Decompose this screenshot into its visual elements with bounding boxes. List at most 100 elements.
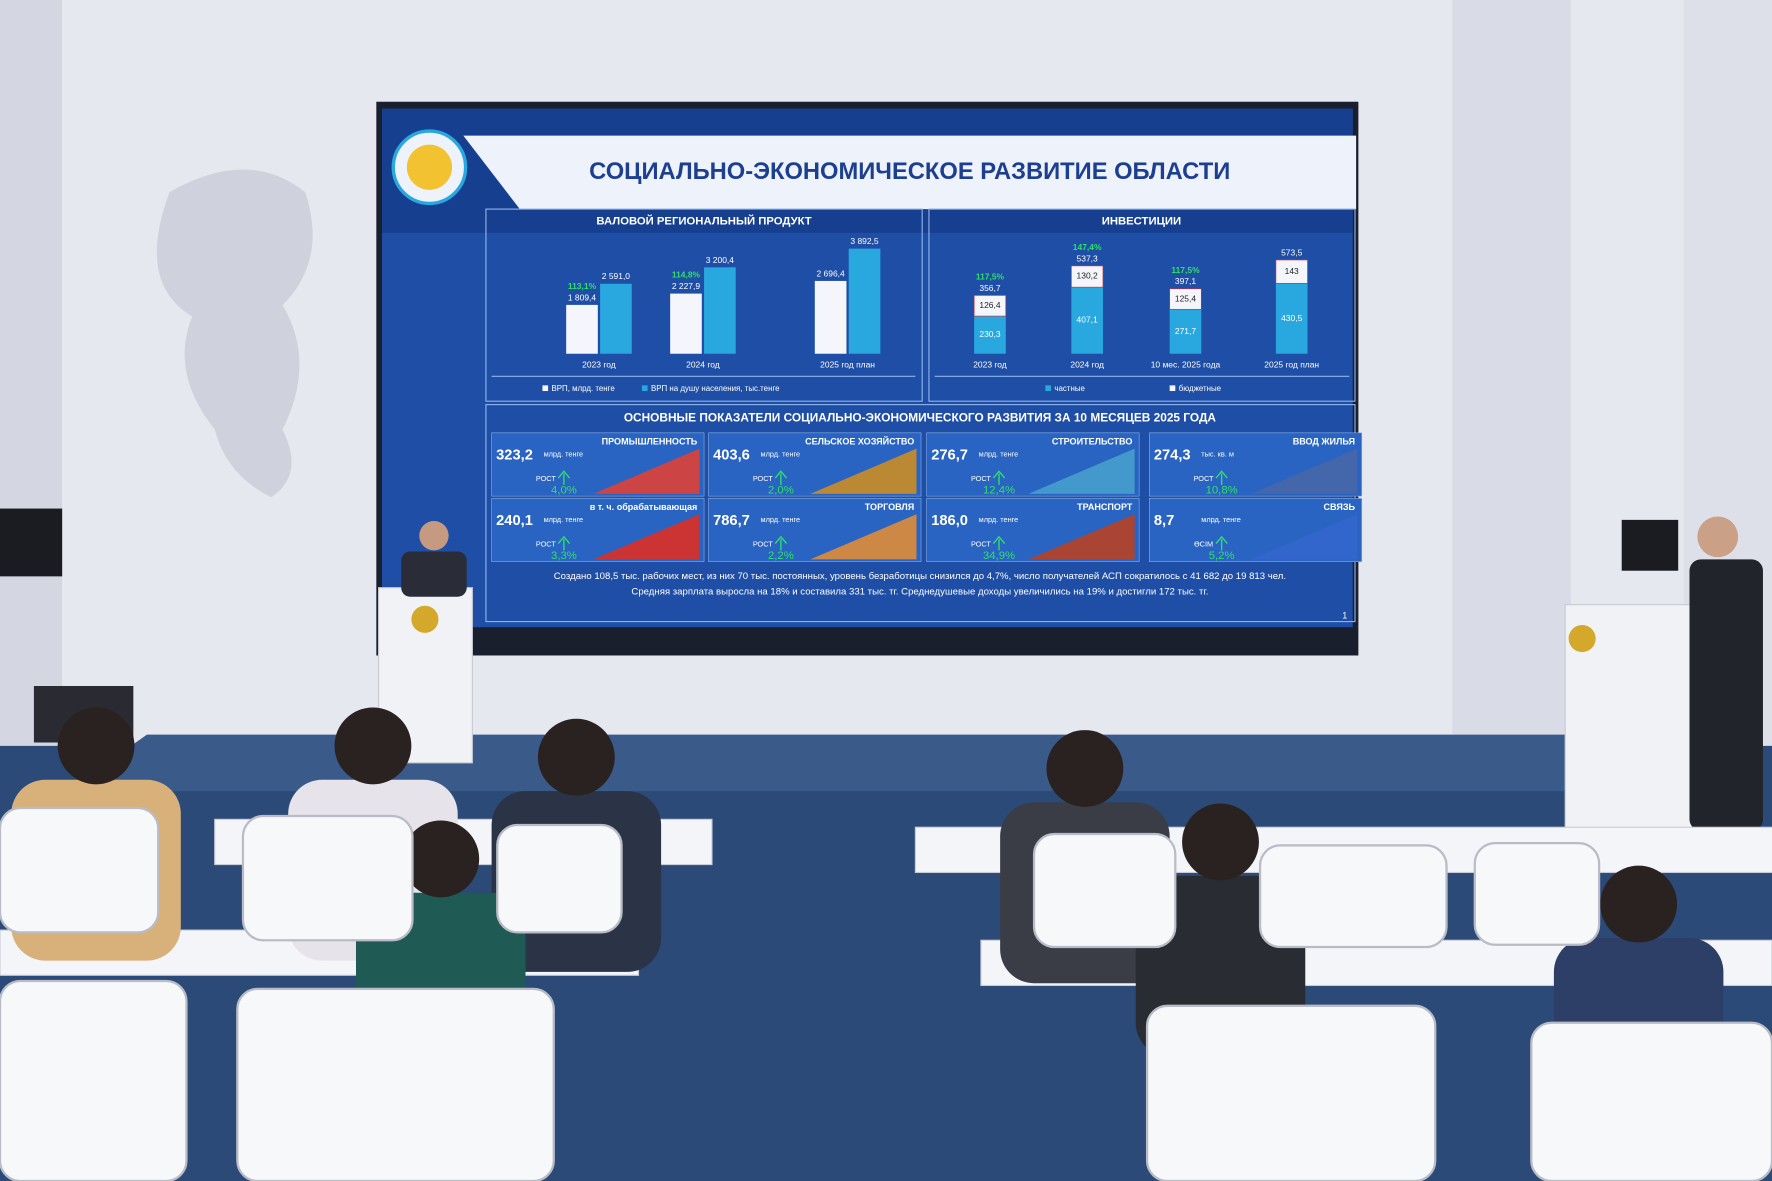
bar-segment — [1071, 287, 1103, 354]
value-label: 3 200,4 — [706, 255, 735, 265]
card-value: 323,2 — [496, 447, 533, 463]
growth-caption: РОСТ — [971, 474, 991, 483]
bar — [600, 283, 632, 354]
ornament-column — [1452, 0, 1571, 735]
card-unit: млрд. тенге — [979, 449, 1019, 458]
panel — [928, 208, 1356, 402]
panel-title: ОСНОВНЫЕ ПОКАЗАТЕЛИ СОЦИАЛЬНО-ЭКОНОМИЧЕС… — [624, 410, 1217, 424]
footer-line: Средняя зарплата выросла на 18% и состав… — [631, 587, 1208, 598]
card-label: ВВОД ЖИЛЬЯ — [1293, 436, 1355, 446]
growth-arrow — [1215, 470, 1228, 485]
legend-swatch — [641, 385, 648, 392]
value-label: 126,4 — [979, 300, 1000, 310]
value-label: 125,4 — [1175, 293, 1196, 303]
podium-emblem — [411, 605, 439, 633]
card-value: 186,0 — [931, 513, 968, 529]
growth-label: 117,5% — [1171, 265, 1200, 275]
x-tick-label: 2023 год — [582, 359, 616, 369]
room — [0, 508, 1772, 1181]
bar-segment — [974, 316, 1006, 354]
value-label: 271,7 — [1175, 326, 1196, 336]
legend-label: ВРП на душу населения, тыс.тенге — [651, 384, 780, 393]
growth-caption: РОСТ — [753, 540, 773, 549]
person-head — [57, 707, 135, 785]
chair — [241, 814, 414, 942]
person-head — [1046, 730, 1124, 807]
growth-value: 2,2% — [768, 550, 794, 562]
card-value: 240,1 — [496, 513, 533, 529]
title-band — [463, 135, 1357, 210]
bar-segment — [1070, 265, 1104, 288]
bar-segment — [1275, 283, 1308, 354]
x-tick-label: 10 мес. 2025 года — [1151, 359, 1221, 369]
growth-value: 2,0% — [768, 484, 794, 496]
growth-caption: РОСТ — [971, 540, 991, 549]
growth-arrow — [992, 470, 1006, 485]
bar — [814, 280, 847, 354]
bar — [848, 248, 881, 354]
total-label: 537,3 — [1077, 253, 1098, 263]
bar-segment — [1169, 288, 1202, 310]
growth-arrow — [557, 535, 571, 551]
growth-value: 10,8% — [1206, 484, 1238, 496]
card-value: 786,7 — [713, 513, 750, 529]
card-label: ТОРГОВЛЯ — [865, 502, 915, 512]
card-unit: млрд. тенге — [544, 449, 584, 458]
camera — [1621, 519, 1679, 571]
growth-label: 117,5% — [976, 272, 1005, 282]
total-label: 573,5 — [1281, 247, 1302, 257]
value-label: 130,2 — [1077, 271, 1098, 281]
chair — [1473, 841, 1601, 946]
person-head — [402, 820, 480, 898]
bar — [670, 293, 702, 354]
card-label: ТРАНСПОРТ — [1077, 502, 1133, 512]
growth-label: 147,4% — [1073, 242, 1102, 252]
chair — [0, 806, 160, 934]
value-label: 3 892,5 — [850, 236, 879, 246]
card-label: ПРОМЫШЛЕННОСТЬ — [602, 436, 698, 446]
card-value: 274,3 — [1154, 447, 1191, 463]
total-label: 356,7 — [979, 283, 1000, 293]
card-unit: млрд. тенге — [979, 515, 1019, 524]
card-unit: млрд. тенге — [544, 515, 584, 524]
growth-value: 5,2% — [1209, 550, 1235, 562]
growth-caption: РОСТ — [536, 540, 556, 549]
card-label: СЕЛЬСКОЕ ХОЗЯЙСТВО — [805, 435, 914, 446]
growth-caption: РОСТ — [753, 474, 773, 483]
person-head — [537, 718, 615, 796]
head — [1697, 516, 1739, 558]
growth-label: 113,1% — [568, 281, 597, 291]
chair — [236, 987, 555, 1181]
stage — [67, 734, 1583, 792]
legend-swatch — [1169, 385, 1176, 392]
growth-caption: ӨСІМ — [1194, 540, 1213, 549]
bar — [704, 267, 736, 354]
head — [419, 520, 449, 551]
value-label: 407,1 — [1077, 315, 1098, 325]
emblem-inner — [406, 144, 453, 190]
total-label: 397,1 — [1175, 276, 1196, 286]
x-tick-label: 2024 год — [1070, 359, 1104, 369]
value-label: 430,5 — [1281, 313, 1302, 323]
chair — [1032, 832, 1177, 949]
card-label: СВЯЗЬ — [1324, 502, 1356, 512]
chair — [1258, 844, 1448, 949]
card-unit: тыс. кв. м — [1201, 449, 1234, 458]
panel-title: ВАЛОВОЙ РЕГИОНАЛЬНЫЙ ПРОДУКТ — [596, 215, 811, 228]
value-label: 2 591,0 — [602, 271, 631, 281]
growth-caption: РОСТ — [1194, 474, 1214, 483]
growth-label: 114,8% — [672, 270, 701, 280]
legend-swatch — [542, 385, 549, 392]
footer-line: Создано 108,5 тыс. рабочих мест, из них … — [554, 571, 1286, 582]
bar-segment — [1169, 309, 1202, 354]
growth-value: 12,4% — [983, 484, 1015, 496]
chair — [1530, 1021, 1772, 1181]
growth-arrow — [1215, 535, 1228, 551]
value-label: 143 — [1285, 266, 1299, 276]
legend-label: частные — [1054, 384, 1085, 393]
x-tick-label: 2025 год план — [1264, 359, 1319, 369]
card-unit: млрд. тенге — [761, 515, 801, 524]
person-head — [1600, 865, 1678, 943]
